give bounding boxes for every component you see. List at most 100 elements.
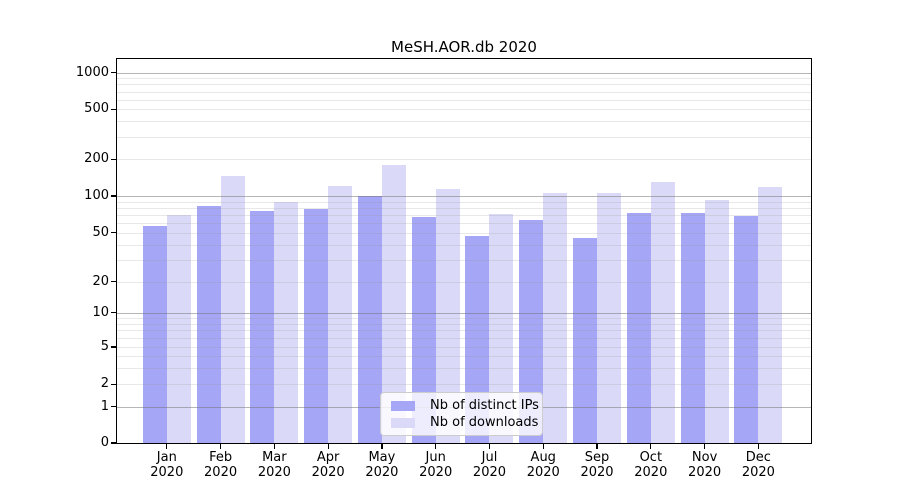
gridline-minor	[117, 281, 811, 283]
x-tick-mark	[273, 443, 275, 449]
legend-item-downloads: Nb of downloads	[387, 414, 539, 430]
y-axis-spine	[116, 58, 118, 444]
gridline-minor	[117, 244, 811, 246]
bar-downloads-jan	[166, 214, 191, 443]
x-tick-mark	[596, 443, 598, 449]
gridline-minor	[117, 260, 811, 262]
y-tick-mark	[111, 232, 117, 234]
bar-distinct-ips-nov	[680, 213, 705, 443]
y-tick-mark	[111, 108, 117, 110]
x-tick-label: Jan 2020	[150, 450, 184, 480]
x-tick-mark	[219, 443, 222, 449]
y-tick-mark	[111, 442, 117, 444]
gridline-minor	[117, 330, 811, 332]
bar-downloads-dec	[758, 187, 783, 443]
x-tick-mark	[166, 443, 168, 449]
x-tick-label: Dec 2020	[741, 450, 775, 480]
y-tick-label: 1	[100, 398, 109, 414]
y-tick-mark	[111, 281, 117, 283]
legend-item-distinct-ips: Nb of distinct IPs	[387, 397, 539, 413]
x-tick-label: Nov 2020	[688, 450, 722, 480]
x-tick-label: Jun 2020	[419, 450, 453, 480]
y-tick-label: 20	[92, 273, 109, 289]
plot-area	[116, 58, 812, 444]
bar-distinct-ips-apr	[304, 209, 329, 443]
gridline-minor	[117, 137, 811, 139]
legend: Nb of distinct IPs Nb of downloads	[380, 392, 543, 436]
legend-label-distinct-ips: Nb of distinct IPs	[430, 397, 539, 413]
x-tick-mark	[542, 443, 544, 449]
gridline-minor	[117, 214, 811, 216]
x-tick-mark	[757, 443, 759, 449]
bar-distinct-ips-dec	[734, 216, 759, 443]
bar-distinct-ips-may	[357, 196, 382, 443]
gridline-minor	[117, 207, 811, 209]
x-tick-mark	[488, 443, 491, 449]
gridline-major	[117, 312, 811, 314]
chart-title: MeSH.AOR.db 2020	[391, 38, 537, 56]
x-tick-mark	[435, 443, 437, 449]
y-tick-label: 5	[100, 339, 109, 354]
gridline-minor	[117, 201, 811, 203]
bar-distinct-ips-feb	[196, 205, 221, 443]
y-tick-mark	[111, 195, 117, 197]
gridline-minor	[117, 109, 811, 111]
x-tick-label: Oct 2020	[634, 450, 668, 480]
bar-distinct-ips-mar	[250, 211, 275, 443]
gridline-major	[117, 196, 811, 198]
gridline-minor	[117, 232, 811, 234]
gridline-minor	[117, 223, 811, 225]
right-spine	[810, 58, 812, 444]
gridline-minor	[117, 367, 811, 369]
top-spine	[116, 58, 812, 60]
gridline-minor	[117, 323, 811, 325]
bar-distinct-ips-sep	[573, 238, 598, 443]
bar-downloads-mar	[274, 201, 299, 443]
x-tick-mark	[650, 443, 652, 449]
y-tick-mark	[111, 72, 117, 74]
x-tick-mark	[327, 443, 329, 449]
x-tick-label: Aug 2020	[526, 450, 560, 480]
y-tick-label: 200	[84, 151, 109, 167]
legend-label-downloads: Nb of downloads	[430, 414, 539, 430]
y-tick-label: 10	[92, 304, 109, 320]
bar-downloads-nov	[704, 200, 729, 443]
y-tick-mark	[111, 312, 117, 314]
bar-downloads-oct	[650, 182, 675, 443]
x-tick-label: Sep 2020	[580, 450, 614, 480]
bar-distinct-ips-jan	[142, 225, 167, 443]
y-tick-label: 500	[84, 101, 109, 117]
x-axis-spine	[116, 442, 812, 444]
x-tick-label: Mar 2020	[257, 450, 291, 480]
gridline-minor	[117, 99, 811, 101]
y-tick-mark	[111, 383, 117, 385]
bar-downloads-aug	[543, 192, 568, 443]
x-tick-mark	[704, 443, 706, 449]
y-tick-label: 100	[84, 188, 109, 203]
gridline-minor	[117, 384, 811, 386]
x-tick-label: Feb 2020	[204, 450, 238, 480]
bar-distinct-ips-oct	[626, 213, 651, 443]
bar-downloads-apr	[328, 186, 353, 443]
legend-swatch-distinct-ips	[391, 400, 415, 411]
gridline-minor	[117, 317, 811, 319]
y-tick-mark	[111, 158, 117, 160]
x-tick-label: Apr 2020	[311, 450, 345, 480]
y-tick-mark	[111, 406, 117, 408]
gridline-minor	[117, 356, 811, 358]
gridline-minor	[117, 91, 811, 93]
y-tick-label: 1000	[75, 64, 109, 80]
bar-downloads-sep	[597, 192, 622, 443]
gridline-minor	[117, 84, 811, 86]
x-tick-label: May 2020	[365, 450, 399, 480]
gridline-minor	[117, 121, 811, 123]
bar-downloads-feb	[220, 176, 245, 443]
gridline-minor	[117, 347, 811, 348]
legend-swatch-downloads	[391, 417, 415, 428]
y-tick-mark	[111, 346, 117, 348]
y-tick-label: 50	[92, 224, 109, 240]
y-tick-label: 2	[100, 376, 109, 392]
gridline-minor	[117, 159, 811, 161]
gridline-minor	[117, 78, 811, 80]
